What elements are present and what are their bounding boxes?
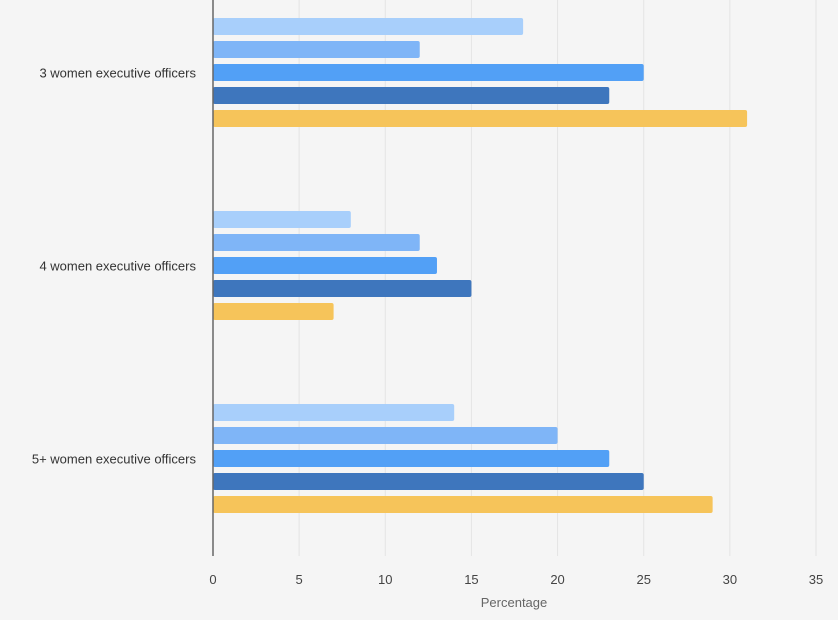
bar — [213, 303, 334, 320]
x-tick-label: 25 — [636, 572, 650, 587]
x-tick-label: 20 — [550, 572, 564, 587]
x-tick-label: 15 — [464, 572, 478, 587]
bar — [213, 473, 644, 490]
bar — [213, 496, 713, 513]
bar — [213, 257, 437, 274]
x-tick-label: 5 — [296, 572, 303, 587]
bar — [213, 280, 472, 297]
bar — [213, 110, 748, 127]
bar — [213, 427, 558, 444]
bar — [213, 87, 610, 104]
bar — [213, 404, 455, 421]
bar — [213, 450, 610, 467]
x-axis-label: Percentage — [481, 595, 548, 610]
x-tick-label: 30 — [723, 572, 737, 587]
bar — [213, 41, 420, 58]
category-label: 5+ women executive officers — [32, 452, 197, 467]
x-tick-label: 35 — [809, 572, 823, 587]
bar — [213, 211, 351, 228]
x-tick-label: 0 — [209, 572, 216, 587]
bar — [213, 64, 644, 81]
category-label: 3 women executive officers — [39, 66, 196, 81]
bar — [213, 18, 524, 35]
category-label: 4 women executive officers — [39, 259, 196, 274]
bar — [213, 234, 420, 251]
x-tick-label: 10 — [378, 572, 392, 587]
